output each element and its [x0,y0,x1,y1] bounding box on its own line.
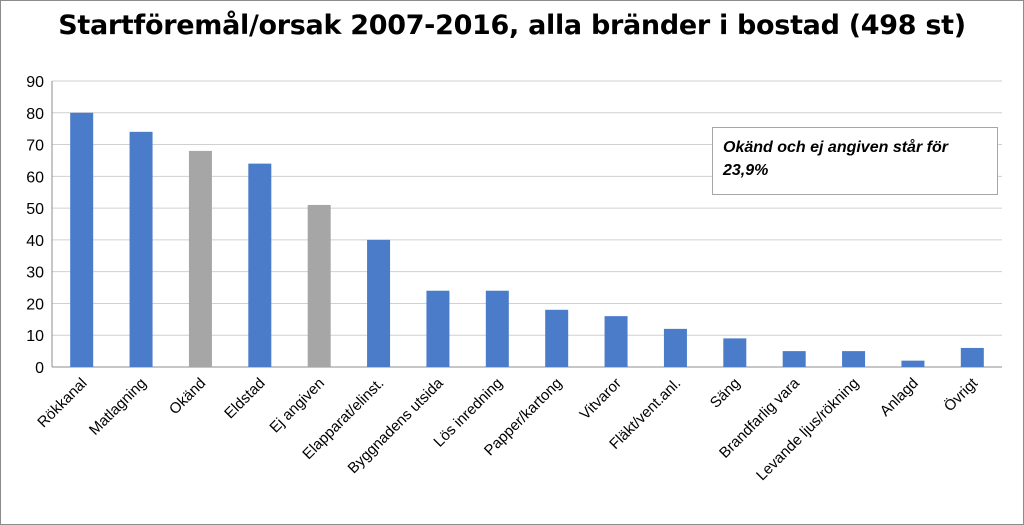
bar-6 [426,290,450,367]
chart-annotation: Okänd och ej angiven står för 23,9% [712,127,998,195]
bar-12 [782,351,806,367]
bar-0 [70,112,94,368]
y-axis: 0 10 20 30 40 50 60 70 80 90 [26,74,53,377]
bar-1 [129,131,153,367]
bar-11 [723,338,747,367]
y-tick-label: 80 [26,106,44,123]
x-tick-label: Anlagd [877,375,922,420]
x-tick-label: Rökkanal [34,375,90,431]
x-tick-label: Ej angiven [266,375,328,437]
x-tick-label: Vitvaror [577,375,625,423]
y-tick-label: 60 [26,169,44,186]
bar-13 [842,351,866,367]
y-tick-label: 0 [35,360,44,377]
bar-3 [248,163,272,367]
bar-15 [960,347,984,367]
y-tick-label: 70 [26,138,44,155]
x-tick-label: Matlagning [86,375,150,439]
bar-5 [367,239,391,367]
bars [70,112,984,368]
bar-4 [307,204,331,367]
bar-14 [901,360,925,367]
x-tick-label: Säng [707,375,744,412]
chart-title: Startföremål/orsak 2007-2016, alla bränd… [58,10,966,41]
x-tick-label: Övrigt [940,374,982,416]
y-tick-label: 40 [26,233,44,250]
x-tick-label: Okänd [166,375,209,418]
y-tick-label: 10 [26,328,44,345]
x-tick-label: Levande ljus/rökning [753,375,862,484]
x-tick-label: Eldstad [221,375,268,422]
y-tick-label: 30 [26,265,44,282]
y-tick-label: 50 [26,201,44,218]
bar-10 [663,328,687,367]
bar-7 [485,290,509,367]
bar-2 [188,150,212,367]
y-tick-label: 90 [26,74,44,91]
bar-9 [604,316,628,367]
y-tick-label: 20 [26,296,44,313]
bar-8 [545,309,569,367]
